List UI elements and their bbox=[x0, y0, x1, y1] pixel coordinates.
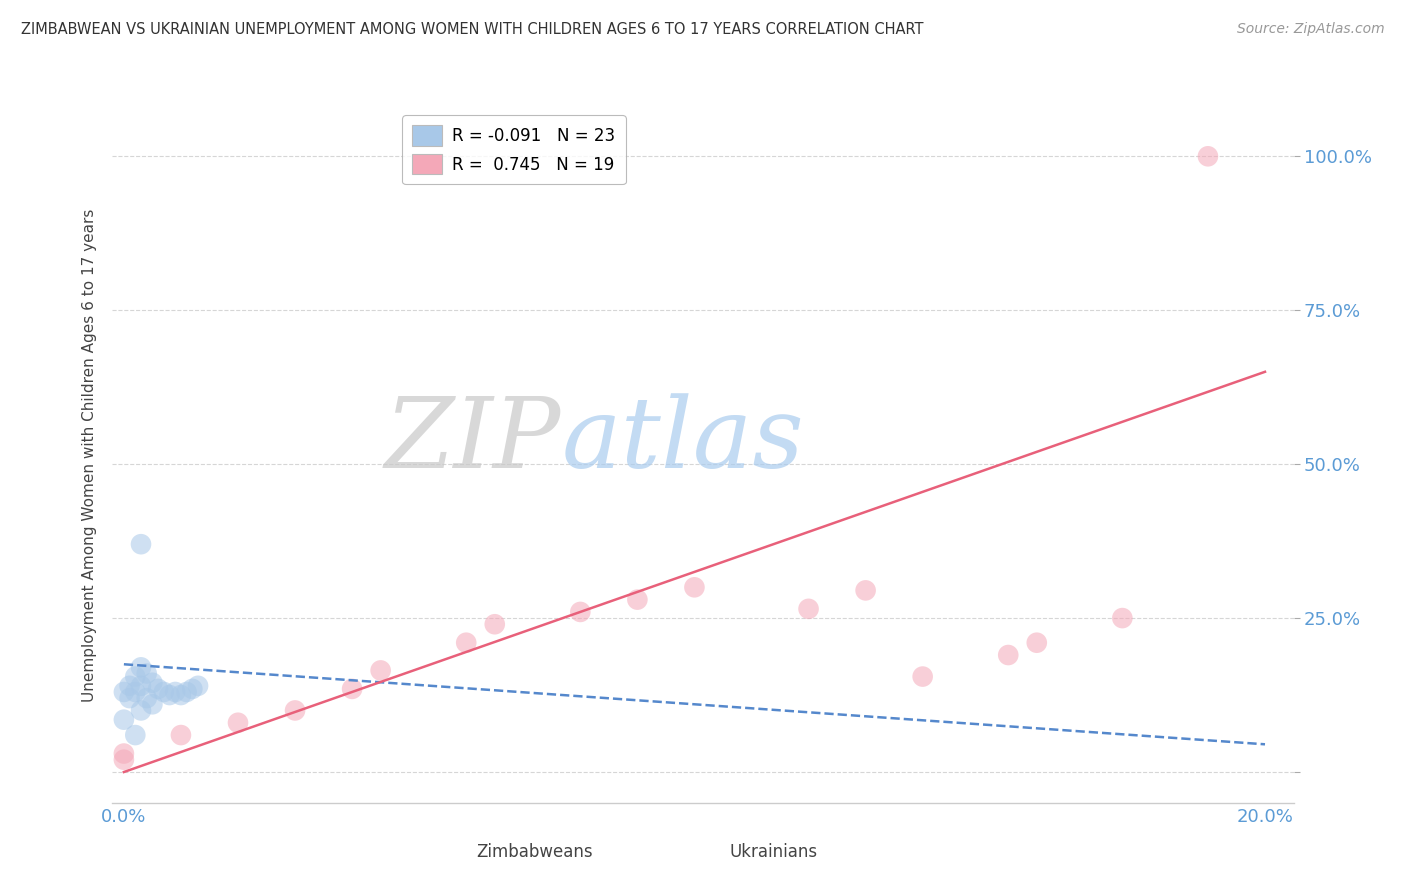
Point bbox=[141, 675, 163, 690]
Point bbox=[855, 583, 877, 598]
Point bbox=[226, 715, 249, 730]
Point bbox=[112, 685, 135, 699]
Point bbox=[911, 669, 934, 683]
Y-axis label: Unemployment Among Women with Children Ages 6 to 17 years: Unemployment Among Women with Children A… bbox=[82, 208, 97, 702]
Point bbox=[153, 685, 176, 699]
Point bbox=[683, 580, 706, 594]
Point bbox=[1197, 149, 1219, 163]
Point bbox=[124, 669, 146, 683]
Point bbox=[569, 605, 592, 619]
Point bbox=[118, 679, 141, 693]
Point bbox=[135, 691, 157, 706]
Text: ZIMBABWEAN VS UKRAINIAN UNEMPLOYMENT AMONG WOMEN WITH CHILDREN AGES 6 TO 17 YEAR: ZIMBABWEAN VS UKRAINIAN UNEMPLOYMENT AMO… bbox=[21, 22, 924, 37]
Point bbox=[129, 660, 152, 674]
Point bbox=[797, 602, 820, 616]
Point bbox=[176, 685, 198, 699]
Text: Source: ZipAtlas.com: Source: ZipAtlas.com bbox=[1237, 22, 1385, 37]
Point bbox=[1111, 611, 1133, 625]
Point bbox=[129, 703, 152, 717]
Point bbox=[112, 753, 135, 767]
Point bbox=[187, 679, 209, 693]
Text: atlas: atlas bbox=[561, 393, 804, 489]
Point bbox=[170, 688, 193, 702]
Point bbox=[284, 703, 307, 717]
Point bbox=[112, 747, 135, 761]
Point bbox=[997, 648, 1019, 662]
Point bbox=[484, 617, 506, 632]
Point bbox=[141, 698, 163, 712]
Text: Ukrainians: Ukrainians bbox=[730, 843, 817, 861]
Point bbox=[124, 728, 146, 742]
Point bbox=[112, 713, 135, 727]
Point bbox=[1025, 636, 1047, 650]
Point bbox=[170, 728, 193, 742]
Point bbox=[118, 691, 141, 706]
Point bbox=[146, 681, 169, 696]
Point bbox=[124, 685, 146, 699]
Point bbox=[165, 685, 187, 699]
Point bbox=[340, 681, 363, 696]
Point bbox=[159, 688, 181, 702]
Point bbox=[135, 666, 157, 681]
Text: Zimbabweans: Zimbabweans bbox=[477, 843, 592, 861]
Text: ZIP: ZIP bbox=[385, 393, 561, 489]
Point bbox=[181, 681, 204, 696]
Point bbox=[370, 664, 392, 678]
Point bbox=[129, 679, 152, 693]
Point bbox=[129, 537, 152, 551]
Point bbox=[626, 592, 648, 607]
Legend: R = -0.091   N = 23, R =  0.745   N = 19: R = -0.091 N = 23, R = 0.745 N = 19 bbox=[402, 115, 626, 185]
Point bbox=[456, 636, 478, 650]
